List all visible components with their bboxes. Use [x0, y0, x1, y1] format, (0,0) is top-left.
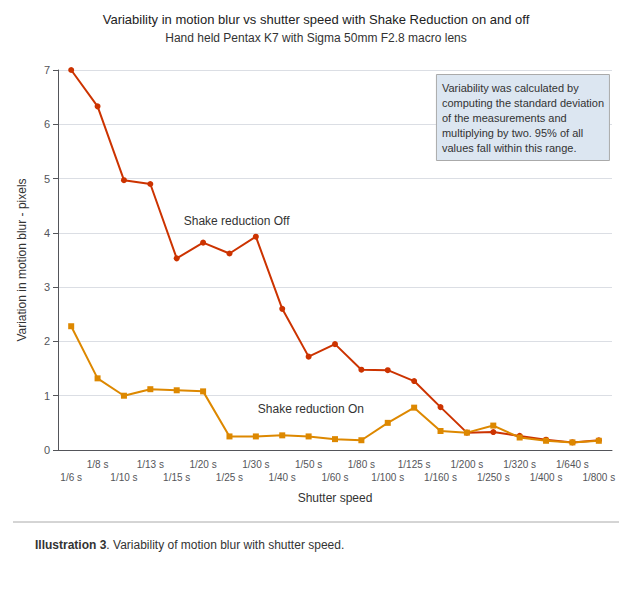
- svg-text:Variability was calculated by: Variability was calculated by: [442, 82, 579, 94]
- svg-text:2: 2: [44, 335, 50, 347]
- svg-text:1/10 s: 1/10 s: [110, 472, 137, 483]
- svg-text:. Variability of motion blur w: . Variability of motion blur with shutte…: [106, 538, 344, 552]
- svg-text:Illustration 3: Illustration 3: [35, 538, 107, 552]
- svg-text:1/6 s: 1/6 s: [60, 472, 82, 483]
- svg-text:1/50 s: 1/50 s: [295, 459, 322, 470]
- svg-text:0: 0: [44, 444, 50, 456]
- svg-text:1/320 s: 1/320 s: [503, 459, 536, 470]
- svg-text:7: 7: [44, 64, 50, 76]
- svg-text:1/160 s: 1/160 s: [424, 472, 457, 483]
- svg-text:computing the standard deviati: computing the standard deviation: [442, 97, 604, 109]
- svg-text:3: 3: [44, 281, 50, 293]
- svg-text:1/30 s: 1/30 s: [242, 459, 269, 470]
- svg-text:1/100 s: 1/100 s: [371, 472, 404, 483]
- svg-text:1/40 s: 1/40 s: [269, 472, 296, 483]
- svg-text:Variation in motion blur - pix: Variation in motion blur - pixels: [15, 178, 29, 341]
- svg-text:1/250 s: 1/250 s: [477, 472, 510, 483]
- svg-text:1: 1: [44, 390, 50, 402]
- svg-text:Hand held Pentax K7 with Sigma: Hand held Pentax K7 with Sigma 50mm F2.8…: [165, 31, 466, 45]
- svg-text:4: 4: [44, 227, 50, 239]
- svg-text:1/20 s: 1/20 s: [189, 459, 216, 470]
- svg-text:1/400 s: 1/400 s: [530, 472, 563, 483]
- svg-text:Shutter speed: Shutter speed: [298, 491, 373, 505]
- svg-text:5: 5: [44, 173, 50, 185]
- svg-text:1/125 s: 1/125 s: [398, 459, 431, 470]
- svg-text:Shake reduction On: Shake reduction On: [258, 402, 364, 416]
- svg-text:values fall within this range.: values fall within this range.: [442, 142, 577, 154]
- svg-text:of the measurements and: of the measurements and: [442, 112, 567, 124]
- svg-text:6: 6: [44, 118, 50, 130]
- svg-text:1/200 s: 1/200 s: [450, 459, 483, 470]
- svg-text:multiplying by two. 95% of all: multiplying by two. 95% of all: [442, 127, 583, 139]
- svg-text:1/800 s: 1/800 s: [582, 472, 615, 483]
- svg-text:1/640 s: 1/640 s: [556, 459, 589, 470]
- svg-text:1/60 s: 1/60 s: [321, 472, 348, 483]
- svg-text:Shake reduction Off: Shake reduction Off: [184, 214, 291, 228]
- svg-text:1/13 s: 1/13 s: [137, 459, 164, 470]
- svg-text:Variability in motion blur vs: Variability in motion blur vs shutter sp…: [103, 12, 530, 27]
- svg-text:1/8 s: 1/8 s: [87, 459, 109, 470]
- svg-text:1/25 s: 1/25 s: [216, 472, 243, 483]
- svg-text:1/80 s: 1/80 s: [348, 459, 375, 470]
- svg-text:1/15 s: 1/15 s: [163, 472, 190, 483]
